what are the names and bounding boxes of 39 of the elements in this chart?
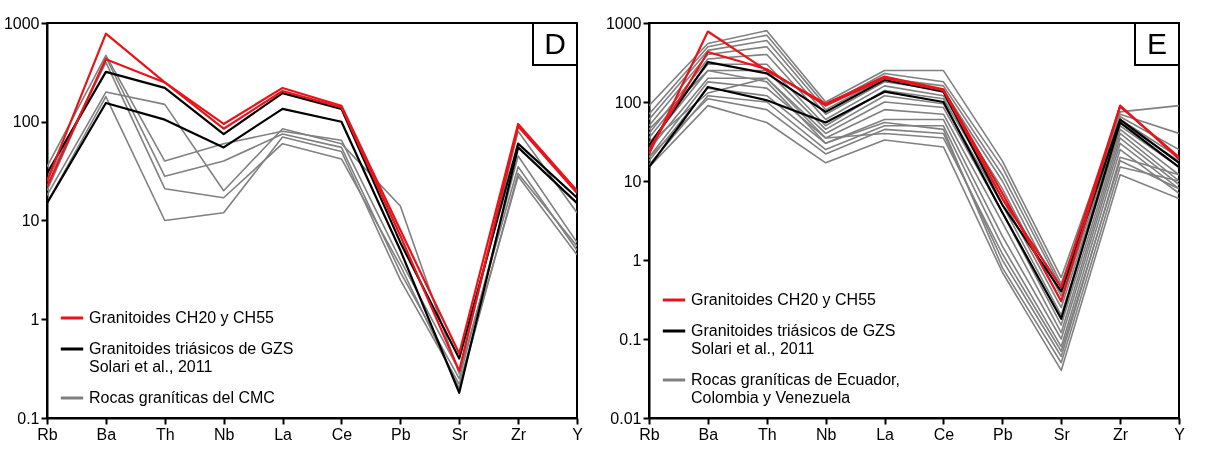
- y-tick-label: 10: [623, 172, 642, 190]
- x-tick-label: Y: [572, 425, 584, 443]
- legend-label: Rocas graníticas del CMC: [89, 389, 275, 406]
- x-tick-label: La: [274, 425, 293, 443]
- annotation: D: [544, 27, 566, 60]
- x-tick-label: Rb: [37, 425, 58, 443]
- x-tick-label: Th: [155, 425, 175, 443]
- x-tick-label: Zr: [511, 425, 527, 443]
- legend-label: Granitoides triásicos de GZS Solari et al., 2011: [89, 340, 294, 375]
- y-tick-label: 1000: [3, 14, 40, 32]
- y-tick-label: 100: [614, 93, 642, 111]
- x-tick-label: Rb: [639, 425, 660, 443]
- x-tick-label: Ce: [933, 425, 955, 443]
- x-tick-label: Zr: [1113, 425, 1129, 443]
- x-tick-label: Sr: [1053, 425, 1071, 443]
- legend-label: Rocas graníticas de Ecuador, Colombia y Venezuela: [691, 371, 901, 406]
- x-tick-label: Nb: [815, 425, 837, 443]
- x-tick-label: Ba: [698, 425, 719, 443]
- x-tick-label: Ba: [96, 425, 117, 443]
- legend-label: Granitoides triásicos de GZS Solari et al., 2011: [691, 322, 896, 357]
- annotation: E: [1146, 27, 1168, 60]
- y-tick-label: 0.01: [610, 409, 642, 427]
- y-tick-label: 1: [30, 310, 40, 328]
- y-tick-label: 0.1: [619, 330, 642, 348]
- y-tick-label: 100: [12, 113, 40, 131]
- x-tick-label: La: [876, 425, 895, 443]
- y-tick-label: 1: [632, 251, 642, 269]
- legend-label: Granitoides CH20 y CH55: [89, 309, 275, 326]
- x-tick-label: Y: [1174, 425, 1186, 443]
- legend-label: Granitoides CH20 y CH55: [691, 291, 877, 308]
- y-tick-label: 10: [21, 212, 40, 229]
- x-tick-label: Pb: [391, 425, 411, 443]
- y-tick-label: 1000: [605, 14, 642, 32]
- x-tick-label: Sr: [451, 425, 469, 443]
- x-tick-label: Th: [757, 425, 777, 443]
- y-tick-label: 0.1: [17, 409, 40, 427]
- x-tick-label: Ce: [331, 425, 353, 443]
- x-tick-label: Nb: [213, 425, 235, 443]
- x-tick-label: Pb: [993, 425, 1013, 443]
